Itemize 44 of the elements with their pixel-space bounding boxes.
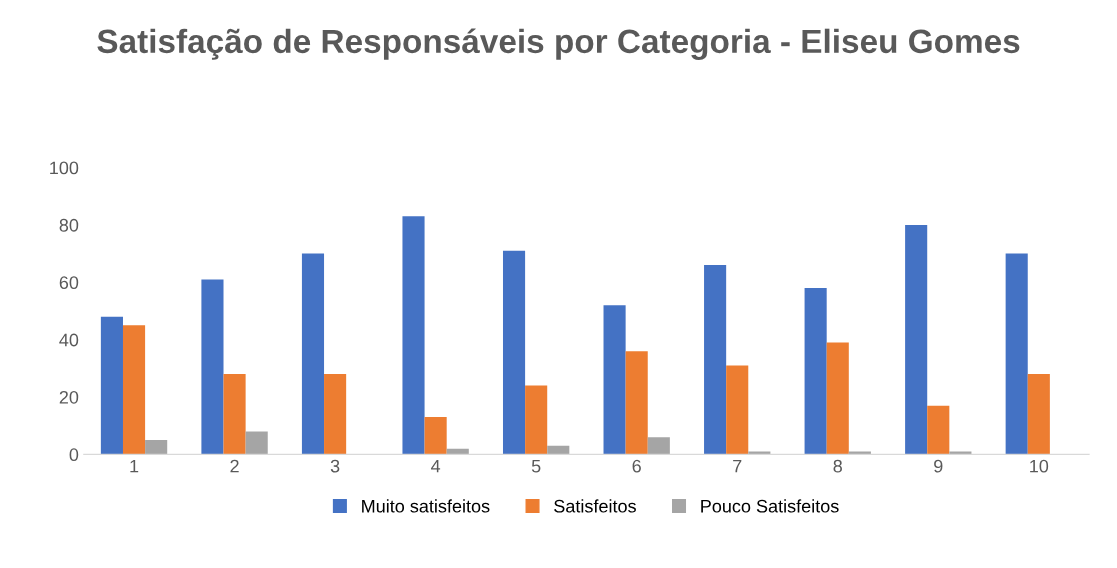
bar [122,325,146,455]
bar [905,224,928,455]
y-tick-label: 40 [59,333,79,347]
y-tick-label: 80 [59,218,79,232]
x-tick-label: 8 [833,459,842,473]
bar [145,440,168,455]
x-tick-label: 9 [934,459,943,473]
bar [726,365,749,455]
bar [1027,374,1050,455]
x-tick-label: 1 [130,459,139,473]
y-tick-label: 60 [59,276,79,290]
y-tick-label: 20 [59,390,79,404]
bar [301,253,325,455]
bar [324,374,347,455]
bar [402,216,425,455]
x-tick-label: 5 [531,459,541,473]
x-tick-label: 6 [632,459,641,473]
x-tick-label: 10 [1030,459,1049,473]
x-tick-label: 2 [230,459,239,473]
bar [804,288,827,455]
bar [625,351,648,455]
bar [603,305,626,455]
legend-label: Muito satisfeitos [362,499,490,513]
bar [424,417,447,455]
bar [704,265,727,455]
bar [826,342,849,455]
x-tick-label: 4 [431,459,441,473]
legend-label: Satisfeitos [554,499,636,513]
bar [525,385,548,455]
y-tick-label: 0 [69,448,79,462]
bar [927,405,950,455]
bar [245,431,268,455]
bar [547,445,570,455]
x-tick-label: 7 [733,459,742,473]
legend-label: Pouco Satisfeitos [701,499,839,513]
bar [1005,253,1028,455]
bar [502,250,526,455]
bar [201,279,224,455]
chart-title: Satisfação de Responsáveis por Categoria - Eliseu Gomes [97,28,1020,60]
bar [647,437,670,455]
bar [100,316,123,455]
y-tick-label: 100 [50,161,79,175]
x-tick-label: 3 [330,459,340,473]
bar [223,374,246,455]
